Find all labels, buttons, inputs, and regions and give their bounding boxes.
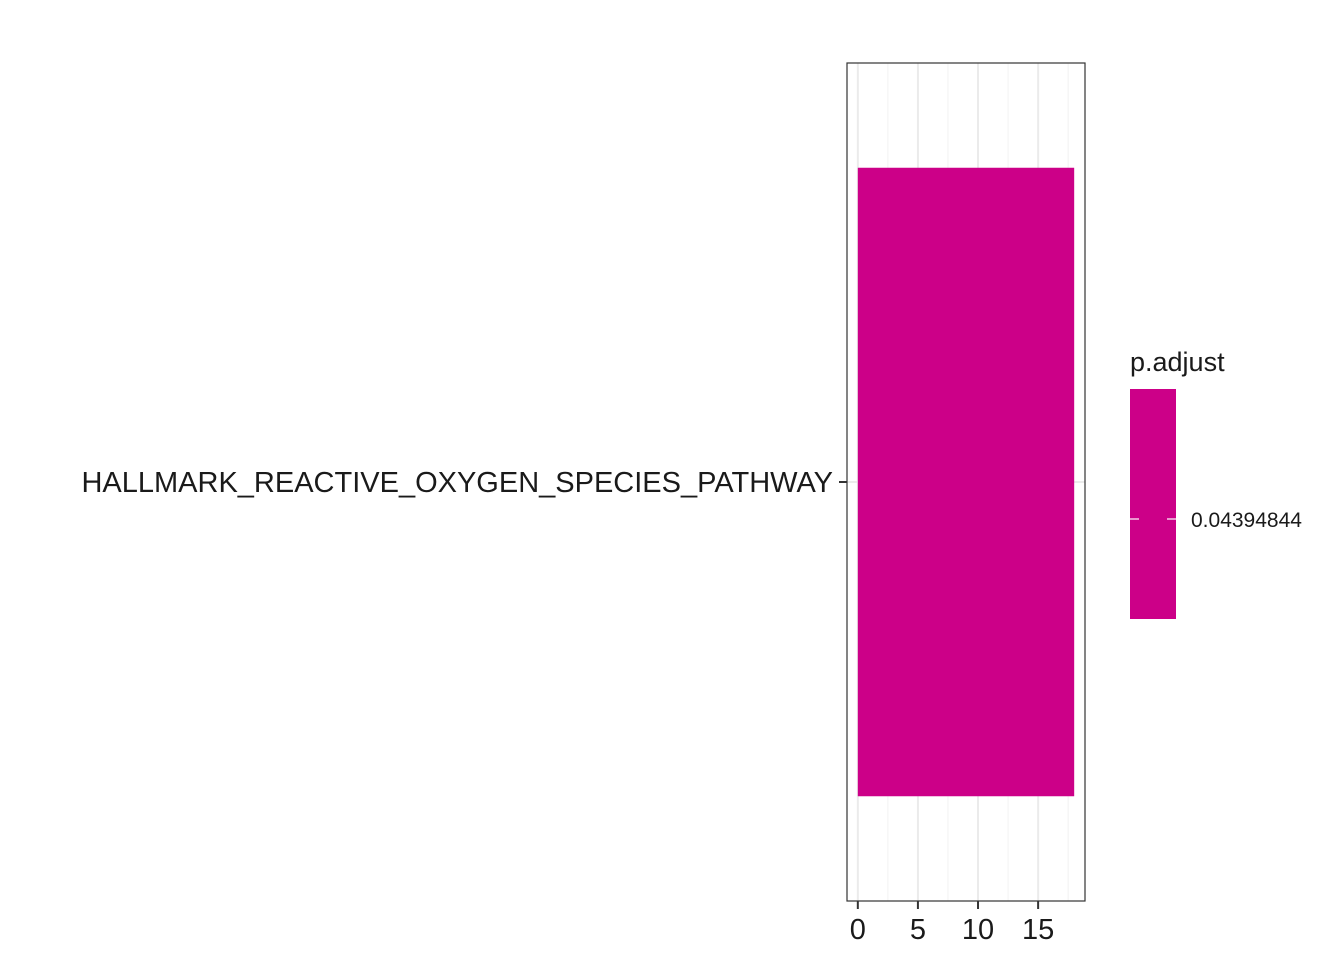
legend-ticks: 0.04394844	[1130, 509, 1302, 532]
legend: p.adjust 0.04394844	[1130, 347, 1302, 619]
legend-title: p.adjust	[1130, 347, 1225, 377]
x-tick-label: 5	[910, 914, 926, 946]
legend-colorbar	[1130, 389, 1176, 619]
x-tick-label: 10	[962, 914, 994, 946]
legend-label: 0.04394844	[1191, 509, 1302, 532]
x-axis: 0 5 10 15	[850, 901, 1054, 946]
y-axis: HALLMARK_REACTIVE_OXYGEN_SPECIES_PATHWAY	[81, 467, 847, 499]
y-tick-label: HALLMARK_REACTIVE_OXYGEN_SPECIES_PATHWAY	[81, 467, 833, 499]
x-tick-label: 15	[1022, 914, 1054, 946]
bar	[857, 167, 1075, 797]
bars	[857, 167, 1075, 797]
x-tick-label: 0	[850, 914, 866, 946]
